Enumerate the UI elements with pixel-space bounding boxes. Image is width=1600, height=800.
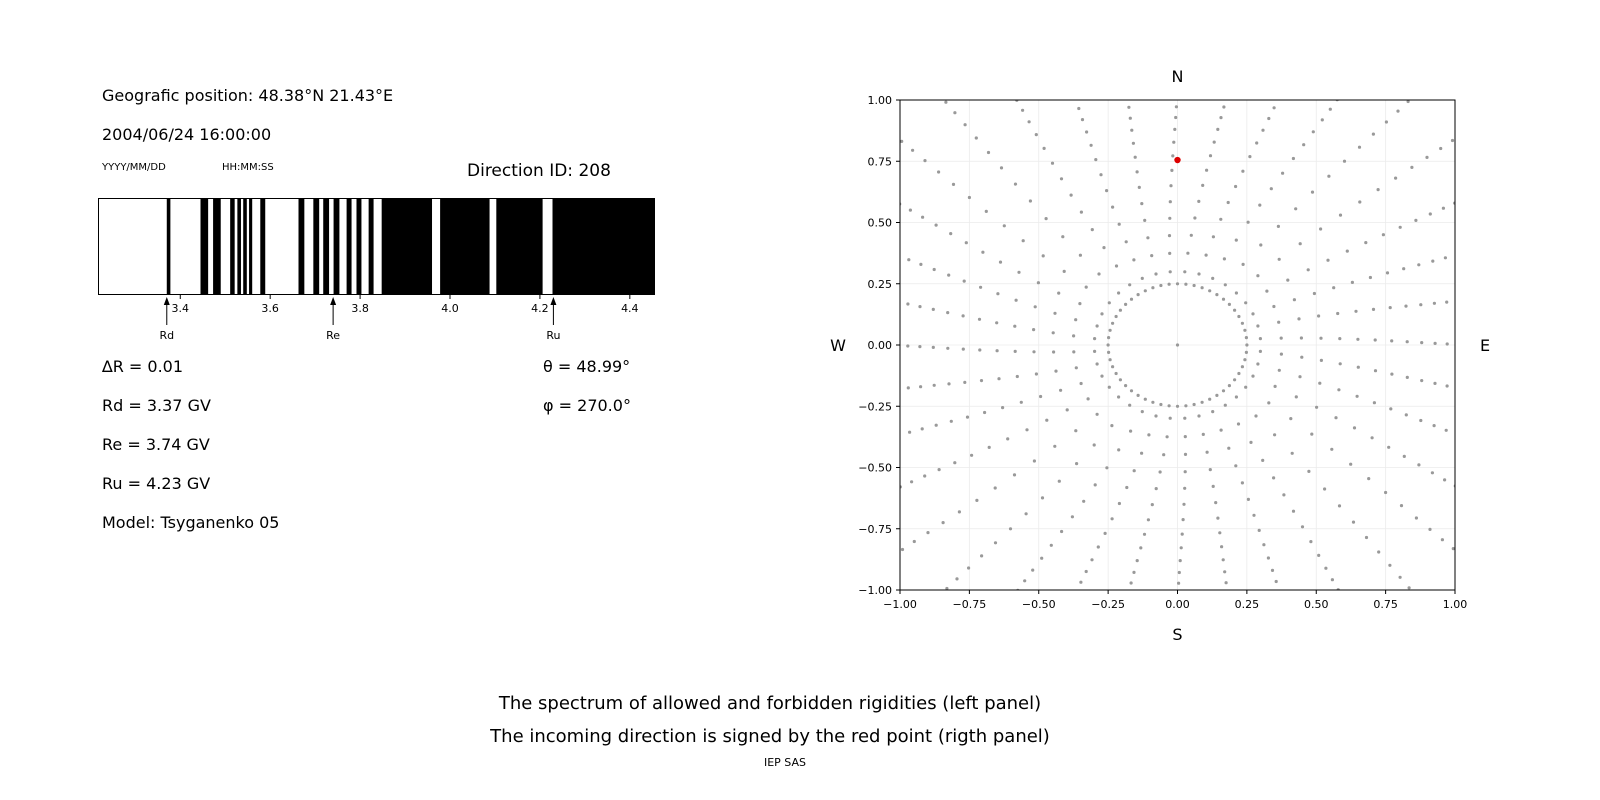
rd-value: Rd = 3.37 GV <box>102 396 211 415</box>
phi-value: φ = 270.0° <box>543 396 631 415</box>
y-tick-label: −0.50 <box>858 462 892 475</box>
y-tick-label: 1.00 <box>868 94 893 107</box>
credit-text: IEP SAS <box>763 756 807 769</box>
forbidden-band <box>381 198 433 295</box>
forbidden-band <box>440 198 490 295</box>
geo-position-text: Geografic position: 48.38°N 21.43°E <box>102 86 394 105</box>
forbidden-band <box>249 198 253 295</box>
x-tick-label: 4.4 <box>621 302 639 315</box>
compass-label-w: W <box>830 336 846 355</box>
time-format-label: HH:MM:SS <box>222 162 274 173</box>
y-tick-label: −1.00 <box>858 584 892 597</box>
direction-id-text: Direction ID: 208 <box>467 161 611 181</box>
marker-arrowhead <box>550 297 557 305</box>
ru-value: Ru = 4.23 GV <box>102 474 211 493</box>
forbidden-band <box>356 198 362 295</box>
x-tick-label: 3.6 <box>261 302 279 315</box>
y-tick-label: 0.00 <box>868 339 893 352</box>
forbidden-band <box>552 198 655 295</box>
x-tick-label: −0.75 <box>953 598 987 611</box>
x-tick-label: 0.00 <box>1165 598 1190 611</box>
spectrum-frame <box>98 198 655 295</box>
caption: The spectrum of allowed and forbidden ri… <box>490 687 1050 753</box>
forbidden-band <box>166 198 171 295</box>
forbidden-band <box>213 198 221 295</box>
forbidden-band <box>237 198 241 295</box>
y-tick-label: 0.75 <box>868 155 893 168</box>
marker-label: Ru <box>546 329 560 342</box>
forbidden-band <box>323 198 330 295</box>
caption-line1: The spectrum of allowed and forbidden ri… <box>498 693 1042 714</box>
forbidden-band <box>368 198 374 295</box>
forbidden-band <box>333 198 340 295</box>
marker-label: Re <box>326 329 340 342</box>
x-tick-label: −0.50 <box>1022 598 1056 611</box>
x-tick-label: 1.00 <box>1443 598 1468 611</box>
marker-label: Rd <box>159 329 174 342</box>
direction-dots <box>900 100 1455 590</box>
compass-label-s: S <box>1172 625 1182 644</box>
x-tick-label: 0.50 <box>1304 598 1329 611</box>
rigidity-spectrum-chart: 3.4 3.6 3.8 4.0 4.2 4.4 Rd Re Ru <box>98 198 655 342</box>
compass-label-e: E <box>1480 336 1490 355</box>
forbidden-band <box>298 198 305 295</box>
x-tick-label: 3.4 <box>172 302 190 315</box>
x-tick-label: −1.00 <box>883 598 917 611</box>
marker-arrowhead <box>330 297 337 305</box>
re-value: Re = 3.74 GV <box>102 435 210 454</box>
marker-arrowhead <box>163 297 170 305</box>
theta-value: θ = 48.99° <box>543 357 631 376</box>
forbidden-band <box>313 198 320 295</box>
incoming-direction-point <box>1174 156 1181 164</box>
forbidden-band <box>346 198 352 295</box>
forbidden-band <box>200 198 209 295</box>
compass-label-n: N <box>1172 67 1184 86</box>
direction-map-chart: −1.00−1.00 −0.75 −0.75 −0.50 −0.50 −0.25 −0.25… <box>830 67 1490 644</box>
datetime-text: 2004/06/24 16:00:00 <box>102 125 272 144</box>
date-format-label: YYYY/MM/DD <box>102 162 166 173</box>
x-tick-label: −0.25 <box>1091 598 1125 611</box>
forbidden-band <box>243 198 247 295</box>
y-tick-label: 0.25 <box>868 278 893 291</box>
y-tick-label: 0.50 <box>868 217 893 230</box>
model-value: Model: Tsyganenko 05 <box>102 513 280 532</box>
y-tick-label: −0.75 <box>858 523 892 536</box>
x-tick-label: 4.2 <box>531 302 549 315</box>
forbidden-band <box>230 198 235 295</box>
forbidden-band <box>260 198 266 295</box>
caption-line2: The incoming direction is signed by the … <box>490 726 1050 747</box>
y-tick-label: −0.25 <box>858 400 892 413</box>
x-tick-label: 3.8 <box>351 302 369 315</box>
forbidden-band <box>496 198 543 295</box>
x-tick-label: 0.75 <box>1373 598 1398 611</box>
x-tick-label: 4.0 <box>441 302 459 315</box>
delta-r-value: ∆R = 0.01 <box>102 357 184 376</box>
x-tick-label: 0.25 <box>1235 598 1260 611</box>
